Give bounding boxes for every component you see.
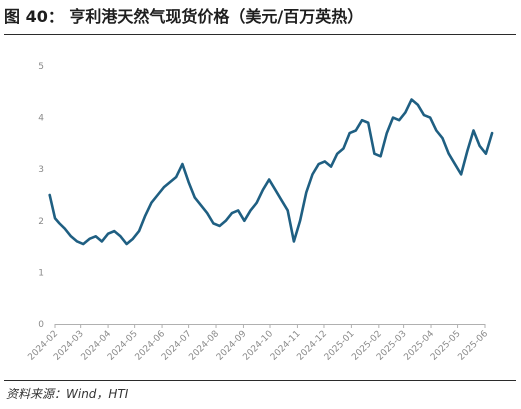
title-rule [4,34,516,35]
price-line-chart: 0 1 2 3 4 5 2024-022024-032024-042024-052024-… [26,62,494,363]
y-tick-label: 1 [38,268,44,278]
source-note: 资料来源：Wind，HTI [6,387,129,401]
figure-title: 图 40： 亨利港天然气现货价格（美元/百万英热） [4,7,364,26]
x-axis: 2024-022024-032024-042024-052024-062024-… [26,324,490,363]
price-series-line [48,98,494,246]
y-axis: 0 1 2 3 4 5 [38,62,44,330]
y-tick-label: 0 [38,320,44,330]
y-tick-label: 2 [38,217,44,227]
y-tick-label: 4 [38,114,44,124]
y-tick-label: 3 [38,165,44,175]
source-rule [4,380,516,381]
y-tick-label: 5 [38,62,44,72]
series-layer [48,98,494,246]
x-tick-label: 2025-06 [456,329,490,363]
